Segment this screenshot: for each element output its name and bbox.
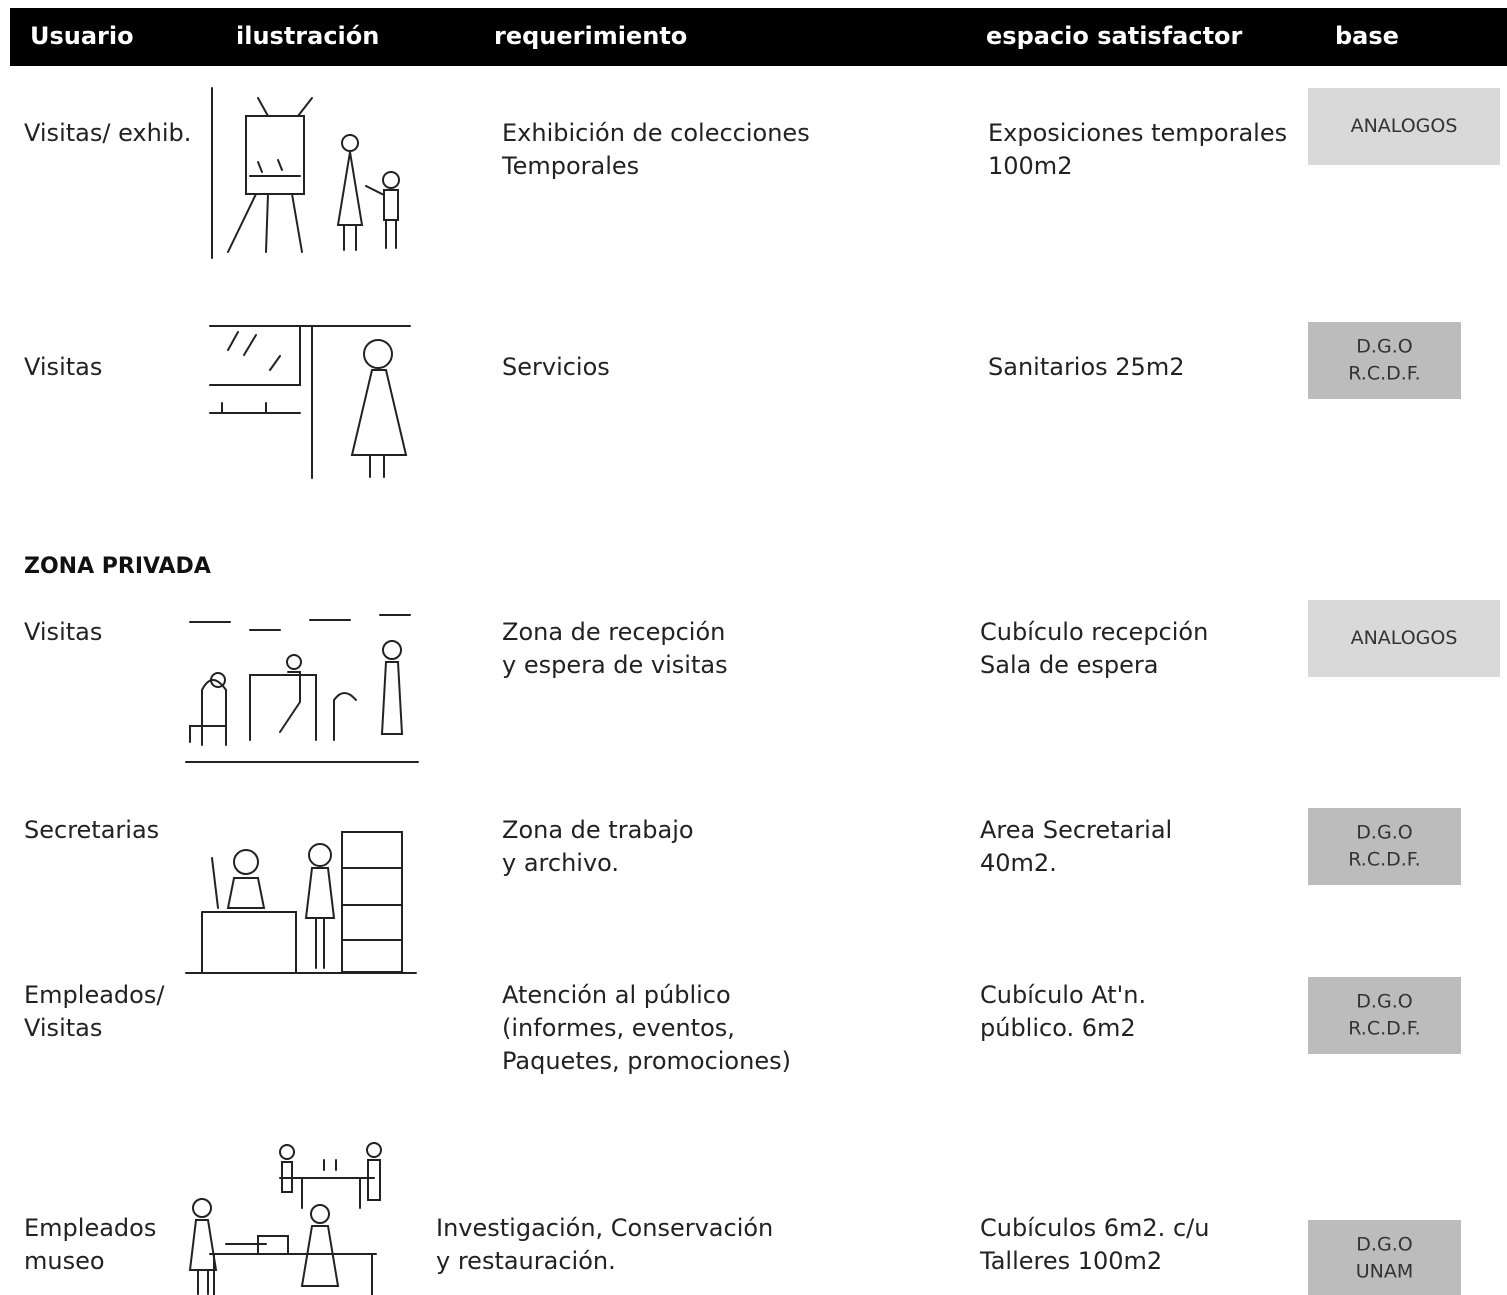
base-box	[1308, 322, 1461, 399]
base-text: ANALOGOS	[1351, 627, 1458, 649]
space-text: Cubículo At'n.	[980, 981, 1146, 1009]
space-text: Area Secretarial	[980, 816, 1172, 844]
user-text: Secretarias	[24, 816, 159, 844]
user-text: Visitas	[24, 618, 102, 646]
requirement-text: y archivo.	[502, 849, 619, 877]
space-text: 100m2	[988, 152, 1072, 180]
space-text: Cubículo recepción	[980, 618, 1208, 646]
requirement-text: Investigación, Conservación	[436, 1214, 773, 1242]
base-text: D.G.O	[1356, 1234, 1412, 1256]
requirement-text: Temporales	[501, 152, 639, 180]
space-text: 40m2.	[980, 849, 1057, 877]
base-box	[1308, 88, 1500, 165]
space-text: Exposiciones temporales	[988, 119, 1287, 147]
section-title: ZONA PRIVADA	[24, 554, 211, 579]
user-text: museo	[24, 1247, 105, 1275]
header-bar	[10, 8, 1507, 66]
requirement-text: Exhibición de colecciones	[502, 119, 810, 147]
requirement-text: Servicios	[502, 353, 610, 381]
header-label: Usuario	[30, 22, 134, 50]
base-text: R.C.D.F.	[1348, 1018, 1420, 1040]
base-text: D.G.O	[1356, 336, 1412, 358]
base-text: R.C.D.F.	[1348, 363, 1420, 385]
illustration-office	[185, 831, 417, 974]
user-text: Empleados	[24, 1214, 156, 1242]
requirement-text: (informes, eventos,	[502, 1014, 735, 1042]
requirement-text: Zona de recepción	[502, 618, 725, 646]
space-text: Sala de espera	[980, 651, 1158, 679]
base-text: ANALOGOS	[1351, 115, 1458, 137]
illustration-restroom	[209, 325, 411, 479]
requirement-text: Atención al público	[502, 981, 731, 1009]
user-text: Empleados/	[24, 981, 165, 1009]
space-text: Talleres 100m2	[979, 1247, 1162, 1275]
base-box	[1308, 600, 1500, 677]
requirement-text: y restauración.	[436, 1247, 616, 1275]
illustration-reception	[185, 614, 419, 763]
header-label: ilustración	[236, 22, 379, 50]
base-box	[1308, 808, 1461, 885]
user-text: Visitas	[24, 1014, 102, 1042]
space-text: Sanitarios 25m2	[988, 353, 1184, 381]
header-label: requerimiento	[494, 22, 687, 50]
base-text: D.G.O	[1356, 991, 1412, 1013]
base-box	[1308, 977, 1461, 1054]
base-text: R.C.D.F.	[1348, 849, 1420, 871]
illustration-easel	[211, 87, 400, 259]
space-text: Cubículos 6m2. c/u	[980, 1214, 1209, 1242]
requirement-text: y espera de visitas	[502, 651, 728, 679]
header-label: espacio satisfactor	[986, 22, 1243, 50]
base-text: UNAM	[1356, 1261, 1414, 1283]
user-text: Visitas	[24, 353, 102, 381]
user-text: Visitas/ exhib.	[24, 119, 191, 147]
header-label: base	[1335, 22, 1399, 50]
base-box	[1308, 1220, 1461, 1295]
requirement-text: Paquetes, promociones)	[502, 1047, 791, 1075]
base-text: D.G.O	[1356, 822, 1412, 844]
requirement-text: Zona de trabajo	[502, 816, 694, 844]
space-text: público. 6m2	[980, 1014, 1136, 1042]
illustration-lab	[188, 1142, 382, 1295]
